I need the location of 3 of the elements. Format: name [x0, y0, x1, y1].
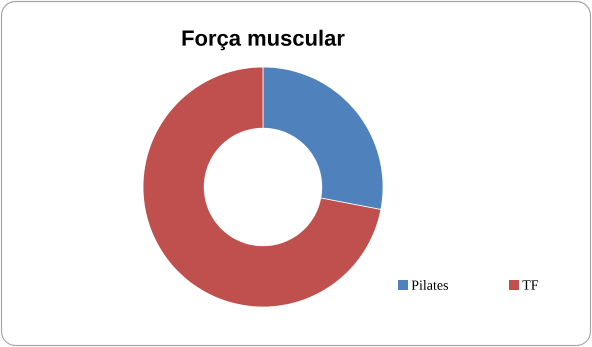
chart-title: Força muscular: [182, 30, 345, 50]
legend-label: Pilates: [412, 280, 448, 290]
legend-label: TF: [522, 280, 538, 290]
